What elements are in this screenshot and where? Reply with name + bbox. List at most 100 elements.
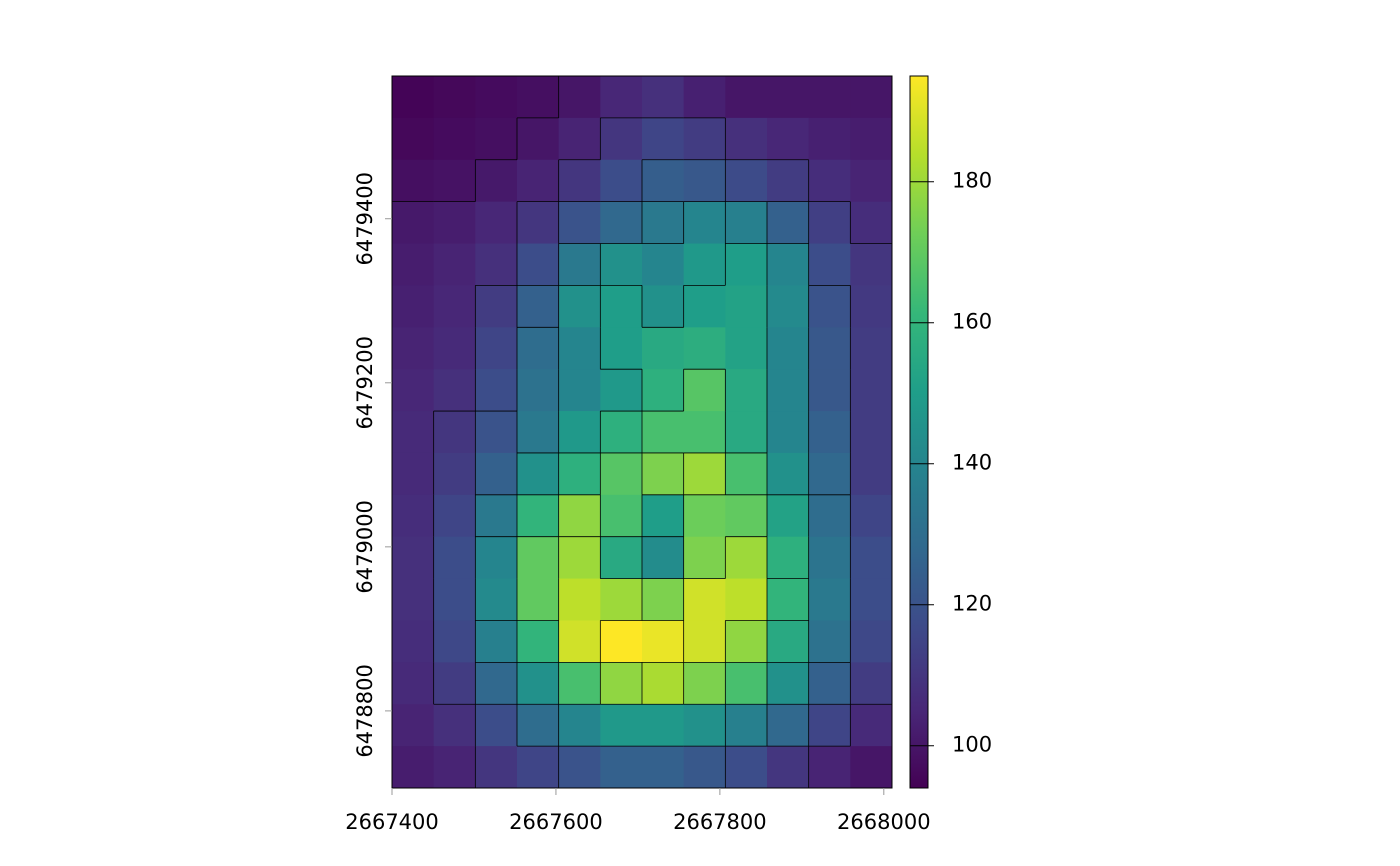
- cell: [683, 746, 726, 789]
- cell: [642, 494, 685, 538]
- cell: [808, 117, 851, 161]
- cell: [850, 746, 893, 789]
- cell: [600, 369, 643, 412]
- cell: [392, 536, 435, 580]
- cell: [600, 746, 643, 789]
- cell: [600, 536, 643, 580]
- cell: [392, 369, 435, 412]
- cell: [850, 704, 893, 747]
- cell: [517, 327, 560, 370]
- cell: [808, 201, 851, 245]
- cell: [725, 578, 768, 621]
- cell: [808, 536, 851, 580]
- cell: [600, 578, 643, 621]
- cell: [475, 662, 518, 705]
- cell: [517, 117, 560, 161]
- cell: [808, 369, 851, 412]
- y-tick-label: 6479400: [353, 172, 377, 266]
- cell: [767, 76, 810, 119]
- cell: [600, 704, 643, 747]
- cell: [725, 76, 768, 119]
- cell: [600, 76, 643, 119]
- x-tick-label: 2667600: [509, 810, 603, 834]
- cell: [517, 76, 560, 119]
- cell: [600, 243, 643, 286]
- cell: [600, 159, 643, 203]
- cell: [517, 452, 560, 496]
- cell: [433, 117, 476, 161]
- cell: [392, 494, 435, 538]
- cell: [683, 662, 726, 705]
- cell: [850, 243, 893, 286]
- colorbar-tick-label: 140: [952, 451, 992, 475]
- cell: [433, 159, 476, 203]
- cell: [558, 159, 601, 203]
- cell: [642, 369, 685, 412]
- cell: [392, 327, 435, 370]
- cell: [433, 704, 476, 747]
- cell: [767, 704, 810, 747]
- cell: [517, 746, 560, 789]
- cell: [725, 411, 768, 454]
- cell: [558, 411, 601, 454]
- cell: [683, 536, 726, 580]
- cell: [642, 411, 685, 454]
- x-tick-label: 2667400: [345, 810, 439, 834]
- cell: [433, 327, 476, 370]
- cell: [475, 620, 518, 663]
- cell: [642, 452, 685, 496]
- cell: [392, 411, 435, 454]
- cell: [517, 285, 560, 328]
- cell: [392, 76, 435, 119]
- cell: [642, 746, 685, 789]
- cell: [725, 243, 768, 286]
- cell: [808, 285, 851, 328]
- cell: [475, 243, 518, 286]
- cell: [725, 117, 768, 161]
- cell: [642, 536, 685, 580]
- cell: [850, 285, 893, 328]
- cell: [600, 117, 643, 161]
- cell: [475, 285, 518, 328]
- cell: [433, 662, 476, 705]
- y-tick-label: 6479200: [353, 336, 377, 430]
- cell: [850, 201, 893, 245]
- cell: [392, 285, 435, 328]
- cell: [725, 201, 768, 245]
- raster: [392, 76, 893, 789]
- cell: [767, 536, 810, 580]
- cell: [725, 746, 768, 789]
- cell: [725, 369, 768, 412]
- cell: [767, 369, 810, 412]
- cell: [433, 76, 476, 119]
- cell: [517, 201, 560, 245]
- cell: [600, 327, 643, 370]
- cell: [558, 285, 601, 328]
- cell: [767, 620, 810, 663]
- cell: [433, 536, 476, 580]
- cell: [683, 620, 726, 663]
- cell: [517, 578, 560, 621]
- cell: [683, 452, 726, 496]
- cell: [767, 746, 810, 789]
- x-tick-label: 2668000: [837, 810, 931, 834]
- cell: [392, 243, 435, 286]
- cell: [517, 536, 560, 580]
- cell: [683, 243, 726, 286]
- cell: [600, 201, 643, 245]
- cell: [683, 578, 726, 621]
- cell: [808, 411, 851, 454]
- cell: [725, 620, 768, 663]
- cell: [433, 285, 476, 328]
- cell: [433, 494, 476, 538]
- cell: [558, 76, 601, 119]
- cell: [767, 578, 810, 621]
- x-tick-label: 2667800: [673, 810, 767, 834]
- cell: [558, 369, 601, 412]
- cell: [517, 411, 560, 454]
- cell: [850, 411, 893, 454]
- cell: [725, 494, 768, 538]
- cell: [558, 704, 601, 747]
- cell: [808, 76, 851, 119]
